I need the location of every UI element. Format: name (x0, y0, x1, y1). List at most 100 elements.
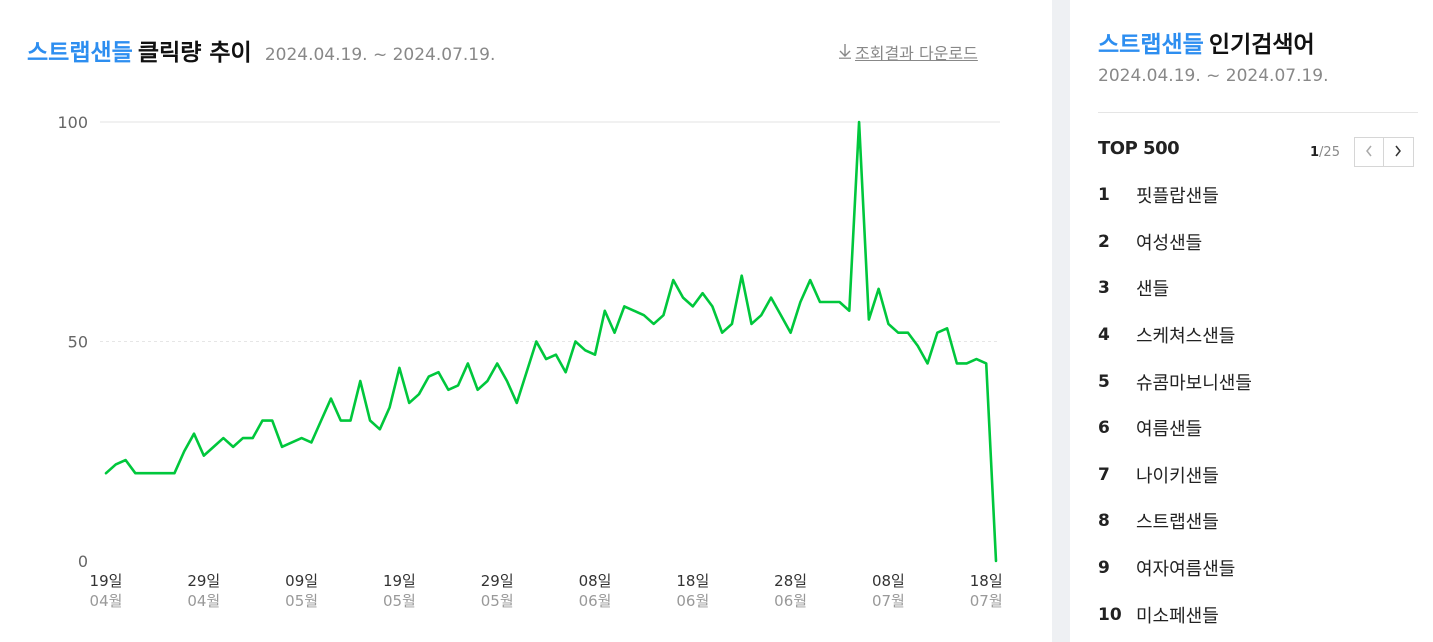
data-point[interactable] (856, 119, 862, 125)
data-point[interactable] (748, 321, 754, 327)
data-point[interactable] (201, 453, 207, 459)
data-point[interactable] (289, 439, 295, 445)
data-point[interactable] (367, 418, 373, 424)
data-point[interactable] (230, 444, 236, 450)
data-point[interactable] (543, 356, 549, 362)
data-point[interactable] (494, 360, 500, 366)
keyword-item-10[interactable]: 10 미소페샌들 (1098, 591, 1252, 638)
data-point[interactable] (964, 360, 970, 366)
data-point[interactable] (915, 343, 921, 349)
data-point[interactable] (572, 339, 578, 345)
data-point[interactable] (338, 418, 344, 424)
data-point[interactable] (709, 303, 715, 309)
data-point[interactable] (563, 369, 569, 375)
data-point[interactable] (846, 308, 852, 314)
data-point[interactable] (455, 382, 461, 388)
data-point[interactable] (797, 299, 803, 305)
data-point[interactable] (983, 360, 989, 366)
keyword-item-6[interactable]: 6 여름샌들 (1098, 405, 1252, 452)
data-point[interactable] (651, 321, 657, 327)
data-point[interactable] (621, 303, 627, 309)
keyword-item-4[interactable]: 4 스케쳐스샌들 (1098, 312, 1252, 359)
data-point[interactable] (885, 321, 891, 327)
data-point[interactable] (612, 330, 618, 336)
data-point[interactable] (827, 299, 833, 305)
data-point[interactable] (465, 360, 471, 366)
data-point[interactable] (308, 439, 314, 445)
data-point[interactable] (660, 312, 666, 318)
keyword-item-9[interactable]: 9 여자여름샌들 (1098, 545, 1252, 592)
data-point[interactable] (954, 360, 960, 366)
data-point[interactable] (484, 378, 490, 384)
data-point[interactable] (103, 470, 109, 476)
data-point[interactable] (602, 308, 608, 314)
data-point[interactable] (279, 444, 285, 450)
data-point[interactable] (993, 558, 999, 564)
data-point[interactable] (181, 448, 187, 454)
data-point[interactable] (934, 330, 940, 336)
data-point[interactable] (729, 321, 735, 327)
data-point[interactable] (357, 378, 363, 384)
data-point[interactable] (396, 365, 402, 371)
data-point[interactable] (817, 299, 823, 305)
data-point[interactable] (719, 330, 725, 336)
data-point[interactable] (220, 435, 226, 441)
data-point[interactable] (250, 435, 256, 441)
data-point[interactable] (162, 470, 168, 476)
data-point[interactable] (582, 347, 588, 353)
data-point[interactable] (475, 387, 481, 393)
keyword-item-7[interactable]: 7 나이키샌들 (1098, 452, 1252, 499)
data-point[interactable] (113, 461, 119, 467)
data-point[interactable] (592, 352, 598, 358)
data-point[interactable] (641, 312, 647, 318)
data-point[interactable] (905, 330, 911, 336)
data-point[interactable] (807, 277, 813, 283)
data-point[interactable] (259, 418, 265, 424)
data-point[interactable] (876, 286, 882, 292)
data-point[interactable] (240, 435, 246, 441)
download-button[interactable]: 조회결과 다운로드 (838, 40, 978, 64)
data-point[interactable] (406, 400, 412, 406)
data-point[interactable] (670, 277, 676, 283)
data-point[interactable] (152, 470, 158, 476)
keyword-item-5[interactable]: 5 슈콤마보니샌들 (1098, 358, 1252, 405)
data-point[interactable] (514, 400, 520, 406)
keyword-item-3[interactable]: 3 샌들 (1098, 265, 1252, 312)
data-point[interactable] (631, 308, 637, 314)
data-point[interactable] (269, 418, 275, 424)
data-point[interactable] (944, 325, 950, 331)
data-point[interactable] (328, 396, 334, 402)
data-point[interactable] (973, 356, 979, 362)
data-point[interactable] (524, 369, 530, 375)
data-point[interactable] (739, 273, 745, 279)
keyword-item-2[interactable]: 2 여성샌들 (1098, 219, 1252, 266)
next-page-button[interactable] (1383, 137, 1414, 167)
data-point[interactable] (171, 470, 177, 476)
data-point[interactable] (318, 418, 324, 424)
data-point[interactable] (426, 374, 432, 380)
data-point[interactable] (387, 404, 393, 410)
data-point[interactable] (191, 431, 197, 437)
data-point[interactable] (445, 387, 451, 393)
data-point[interactable] (436, 369, 442, 375)
data-point[interactable] (211, 444, 217, 450)
data-point[interactable] (132, 470, 138, 476)
data-point[interactable] (925, 360, 931, 366)
data-point[interactable] (553, 352, 559, 358)
data-point[interactable] (123, 457, 129, 463)
keyword-item-1[interactable]: 1 핏플랍샌들 (1098, 172, 1252, 219)
data-point[interactable] (348, 418, 354, 424)
data-point[interactable] (788, 330, 794, 336)
data-point[interactable] (778, 312, 784, 318)
data-point[interactable] (758, 312, 764, 318)
data-point[interactable] (837, 299, 843, 305)
data-point[interactable] (377, 426, 383, 432)
data-point[interactable] (504, 378, 510, 384)
data-point[interactable] (680, 295, 686, 301)
keyword-item-8[interactable]: 8 스트랩샌들 (1098, 498, 1252, 545)
data-point[interactable] (700, 290, 706, 296)
data-point[interactable] (768, 295, 774, 301)
data-point[interactable] (533, 339, 539, 345)
prev-page-button[interactable] (1353, 137, 1384, 167)
data-point[interactable] (142, 470, 148, 476)
